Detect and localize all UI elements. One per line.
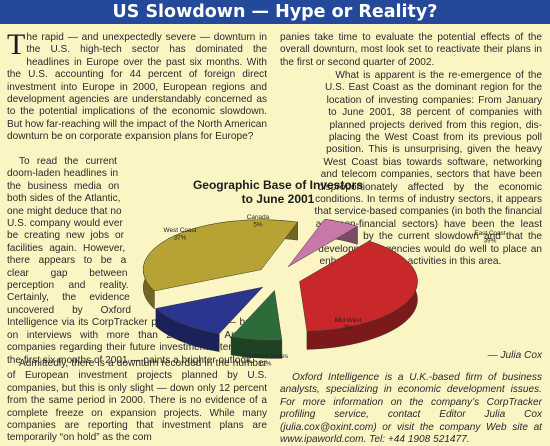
paragraph-downturn-text: Admittedly, there is a downturn recorded… (7, 358, 267, 444)
pie-value-east-coast: 39% (484, 238, 497, 245)
paragraph-evaluate-text: panies take time to evaluate the potenti… (280, 32, 542, 68)
title-banner (0, 0, 550, 24)
about-oxford-intelligence: Oxford Intelligence is a U.K.-based firm… (280, 372, 542, 446)
pie-value-west-coast: 37% (174, 235, 187, 242)
pie-label-mid-west: Mid West (335, 317, 362, 324)
pie-slice-east-coast (299, 240, 418, 332)
pie-label-east-coast: East Coast (474, 230, 505, 237)
paragraph-east-coast-container: What is apparent is the re-emergence of … (280, 70, 542, 367)
drop-cap: T (7, 28, 26, 61)
pie-slices (142, 218, 418, 359)
pie-label-southern-states: Southern States (242, 353, 288, 360)
paragraph-headlines-container: To read the current doom-laden headlines… (7, 156, 267, 367)
article-title: US Slowdown — Hype or Reality? (112, 2, 438, 22)
about-text: Oxford Intelligence is a U.K.-based firm… (280, 372, 542, 446)
pie-slice-southern-states (155, 286, 264, 334)
pie-value-southern-states: 12% (259, 361, 272, 368)
paragraph-downturn: Admittedly, there is a downturn recorded… (7, 358, 267, 445)
pie-label-canada: Canada (247, 214, 270, 221)
paragraph-intro-text: he rapid — and unexpectedly severe — dow… (7, 32, 267, 143)
paragraph-evaluate: panies take time to evaluate the potenti… (280, 32, 542, 69)
pie-slice-mid-west (230, 289, 283, 341)
pie-label-west-coast: West Coast (164, 227, 197, 234)
paragraph-east-coast: What is apparent is the re-emergence of … (314, 70, 542, 268)
pie-slice-canada (287, 218, 359, 267)
pie-value-mid-west: 7% (343, 325, 353, 332)
pie-slice-west-coast (142, 219, 299, 292)
paragraph-headlines: To read the current doom-laden headlines… (7, 156, 267, 366)
author-signature: — Julia Cox (487, 350, 542, 361)
chart-title-line2: to June 2001 (242, 192, 315, 206)
chart-title-line1: Geographic Base of Investors (193, 178, 363, 192)
pie-value-canada: 5% (253, 222, 263, 229)
